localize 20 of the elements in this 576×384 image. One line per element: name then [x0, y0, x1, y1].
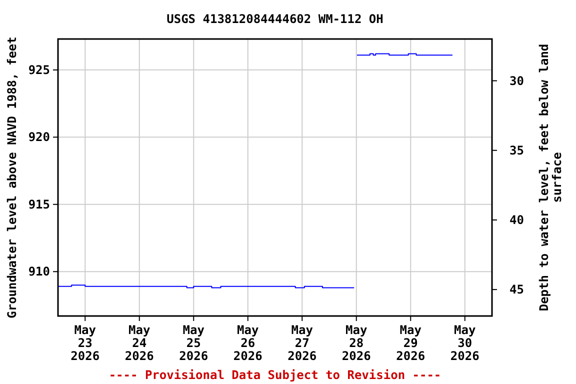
y2-tick-label: 30 — [510, 74, 524, 88]
y-tick-label: 910 — [28, 264, 50, 279]
y-tick-label: 920 — [28, 130, 50, 144]
chart-title: USGS 413812084444602 WM-112 OH — [166, 12, 384, 26]
x-tick-label: May 28 2026 — [342, 323, 371, 363]
x-tick-label: May 24 2026 — [124, 323, 154, 363]
x-tick-label: May 23 2026 — [70, 323, 100, 363]
x-tick-label: May 27 2026 — [288, 323, 317, 363]
x-tick-label: May 26 2026 — [233, 323, 262, 363]
y-tick-label: 925 — [28, 62, 50, 77]
x-tick-label: May 30 2026 — [450, 323, 480, 363]
y-axis-title: Groundwater level above NAVD 1988, feet — [5, 36, 19, 318]
y-tick-label: 915 — [28, 197, 50, 212]
y2-tick-label: 35 — [510, 143, 524, 158]
y2-tick-label: 40 — [510, 212, 524, 227]
x-tick-label: May 25 2026 — [179, 323, 208, 363]
y2-axis-title: Depth to water level, feet below land surface — [537, 44, 564, 312]
x-tick-label: May 29 2026 — [396, 323, 426, 363]
text: ---- Provisional Data Subject to Revision ---- — [108, 368, 442, 382]
y2-tick-label: 45 — [510, 282, 524, 297]
